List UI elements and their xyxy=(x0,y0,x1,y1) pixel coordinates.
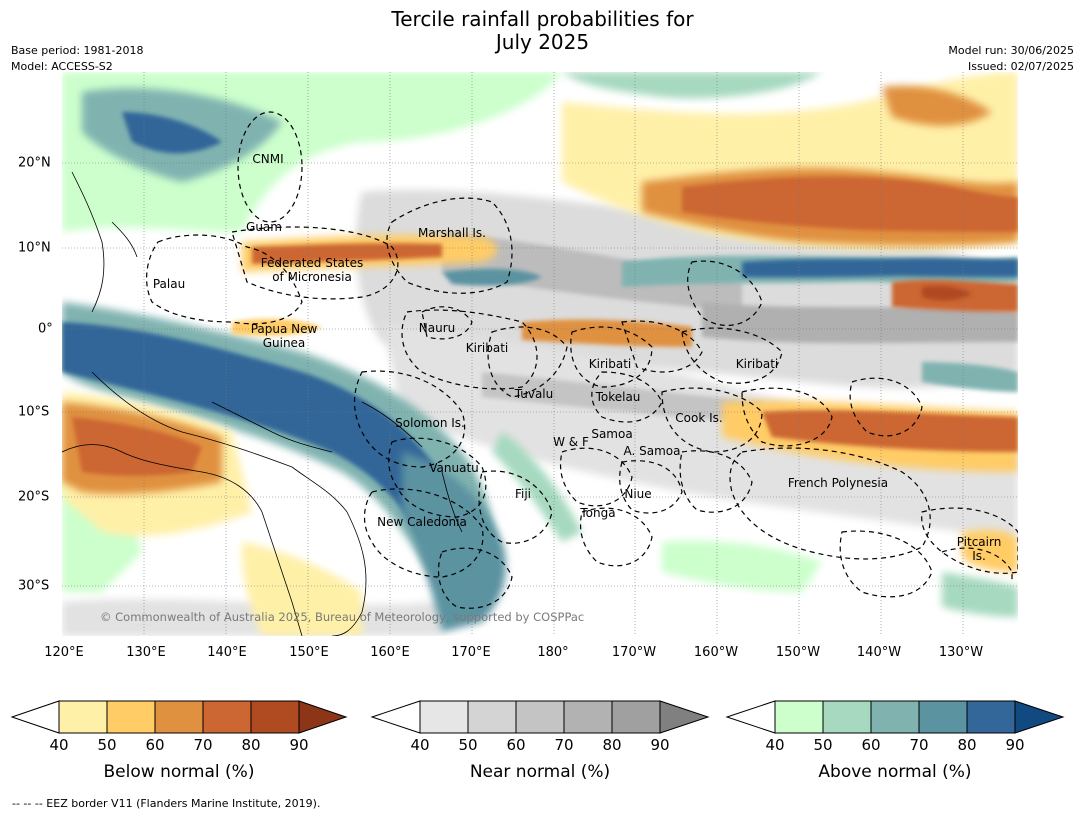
region-label-kiribati-central: Kiribati xyxy=(588,357,632,371)
model-name: Model: ACCESS-S2 xyxy=(11,60,113,73)
region-label-png: Papua New Guinea xyxy=(251,322,318,350)
cb2-tick-40: 40 xyxy=(410,736,430,754)
region-label-marshall: Marshall Is. xyxy=(418,226,486,240)
lon-tick-160e: 160°E xyxy=(370,645,410,660)
lon-tick-150w: 150°W xyxy=(775,645,821,660)
lon-tick-140w: 140°W xyxy=(856,645,902,660)
lon-tick-140e: 140°E xyxy=(207,645,247,660)
cb1-tick-40: 40 xyxy=(49,736,69,754)
title-line-1: Tercile rainfall probabilities for xyxy=(391,7,694,31)
lat-tick-10n: 10°N xyxy=(18,240,51,256)
rainfall-map xyxy=(62,72,1018,636)
cb2-tick-50: 50 xyxy=(458,736,478,754)
region-label-niue: Niue xyxy=(624,487,652,501)
region-label-pitcairn-line-1: Pitcairn xyxy=(956,535,1002,549)
region-label-fsm-line-1: Federated States xyxy=(260,256,364,270)
colorbar-near-normal xyxy=(370,700,710,734)
cb1-tick-80: 80 xyxy=(241,736,261,754)
cb3-tick-80: 80 xyxy=(957,736,977,754)
cb1-tick-50: 50 xyxy=(97,736,117,754)
cb3-tick-50: 50 xyxy=(813,736,833,754)
chart-title: Tercile rainfall probabilities for July … xyxy=(0,8,1085,54)
region-label-samoa: Samoa xyxy=(591,427,633,441)
colorbar-below-normal xyxy=(10,700,348,734)
lat-tick-30s: 30°S xyxy=(18,578,50,594)
region-label-tokelau: Tokelau xyxy=(595,390,641,404)
colorbar-near-label: Near normal (%) xyxy=(469,762,611,782)
cb2-tick-70: 70 xyxy=(554,736,574,754)
eez-border-note: -- -- -- EEZ border V11 (Flanders Marine… xyxy=(12,797,321,810)
land-outlines xyxy=(62,171,463,636)
region-label-wallis-futuna: W & F xyxy=(553,435,589,449)
region-label-fsm: Federated States of Micronesia xyxy=(261,256,363,284)
region-label-png-line-2: Guinea xyxy=(262,336,306,350)
lon-tick-120e: 120°E xyxy=(44,645,84,660)
cb2-tick-90: 90 xyxy=(650,736,670,754)
cb3-tick-70: 70 xyxy=(909,736,929,754)
region-label-nauru: Nauru xyxy=(418,321,456,335)
cb1-tick-60: 60 xyxy=(145,736,165,754)
lat-tick-20s: 20°S xyxy=(18,489,50,505)
issued-date: Issued: 02/07/2025 xyxy=(967,60,1074,73)
lon-tick-150e: 150°E xyxy=(289,645,329,660)
region-label-new-caledonia: New Caledonia xyxy=(377,515,467,529)
region-label-pitcairn: Pitcairn Is. xyxy=(957,535,1002,563)
colorbar-below-label: Below normal (%) xyxy=(103,762,255,782)
region-label-guam: Guam xyxy=(246,220,282,234)
region-label-kiribati-east: Kiribati xyxy=(735,357,779,371)
map-canvas xyxy=(62,72,1018,636)
lon-tick-180: 180° xyxy=(537,645,569,660)
region-label-cnmi: CNMI xyxy=(252,152,284,166)
region-label-tuvalu: Tuvalu xyxy=(514,387,554,401)
region-label-png-line-1: Papua New xyxy=(250,322,318,336)
colorbars xyxy=(10,700,1065,734)
lon-tick-130w: 130°W xyxy=(938,645,984,660)
region-label-cook: Cook Is. xyxy=(675,411,723,425)
lon-tick-130e: 130°E xyxy=(126,645,166,660)
region-label-american-samoa: A. Samoa xyxy=(623,444,681,458)
gridlines xyxy=(62,72,1018,636)
title-line-2: July 2025 xyxy=(495,30,590,54)
copyright-notice: © Commonwealth of Australia 2025, Bureau… xyxy=(100,610,585,624)
model-run: Model run: 30/06/2025 xyxy=(948,44,1074,57)
region-label-fiji: Fiji xyxy=(514,487,532,501)
colorbar-above-label: Above normal (%) xyxy=(818,762,972,782)
region-label-french-polynesia: French Polynesia xyxy=(787,476,889,490)
lat-tick-20n: 20°N xyxy=(18,155,51,171)
region-label-kiribati-west: Kiribati xyxy=(465,341,509,355)
lon-tick-160w: 160°W xyxy=(693,645,739,660)
cb2-tick-80: 80 xyxy=(602,736,622,754)
eez-borders xyxy=(146,111,1018,609)
region-label-vanuatu: Vanuatu xyxy=(429,461,479,475)
region-label-tonga: Tonga xyxy=(580,506,616,520)
cb1-tick-90: 90 xyxy=(289,736,309,754)
cb3-tick-90: 90 xyxy=(1005,736,1025,754)
region-label-pitcairn-line-2: Is. xyxy=(972,549,986,563)
lat-tick-0: 0° xyxy=(38,321,53,337)
lat-tick-10s: 10°S xyxy=(18,404,50,420)
cb3-tick-60: 60 xyxy=(861,736,881,754)
cb3-tick-40: 40 xyxy=(765,736,785,754)
cb1-tick-70: 70 xyxy=(193,736,213,754)
region-label-solomon: Solomon Is. xyxy=(395,416,465,430)
lon-tick-170e: 170°E xyxy=(451,645,491,660)
colorbar-above-normal xyxy=(725,700,1065,734)
region-label-palau: Palau xyxy=(152,277,186,291)
region-label-fsm-line-2: of Micronesia xyxy=(272,270,352,284)
base-period: Base period: 1981-2018 xyxy=(11,44,144,57)
cb2-tick-60: 60 xyxy=(506,736,526,754)
lon-tick-170w: 170°W xyxy=(611,645,657,660)
